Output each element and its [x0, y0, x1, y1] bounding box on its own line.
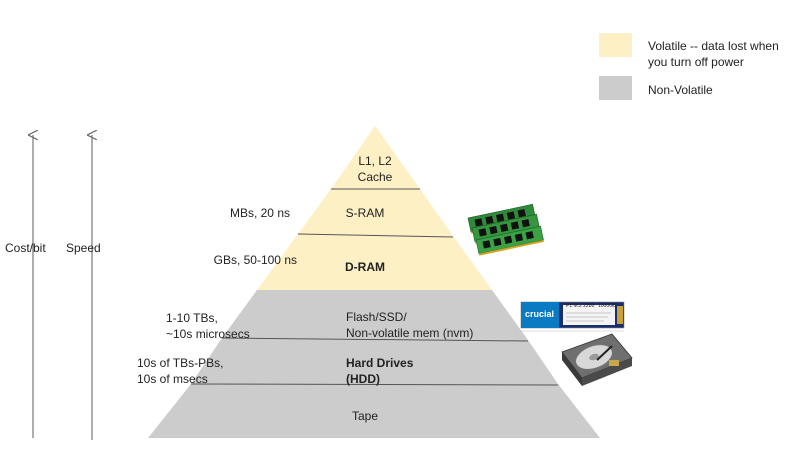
tier-label-hdd: Hard Drives (HDD) [346, 356, 414, 386]
speed-axis-label: Speed [66, 241, 101, 255]
tier-label-cache: L1, L2 Cache [357, 154, 393, 184]
legend-label-nonvolatile: Non-Volatile [648, 83, 713, 97]
tier-label-flash: Flash/SSD/ Non-volatile mem (nvm) [346, 310, 474, 340]
divider [297, 233, 454, 238]
hard-drive-icon [561, 333, 633, 386]
tier-flash [222, 290, 528, 340]
spec-hdd: 10s of TBs-PBs, 10s of msecs [137, 356, 224, 386]
tier-sram [298, 189, 453, 236]
tier-dram [257, 234, 492, 290]
tier-label-sram: S-RAM [345, 206, 385, 220]
ssd-capacity-text: 1000GB [598, 303, 617, 309]
ssd-drive-icon [520, 301, 625, 332]
tier-label-tape: Tape [351, 409, 379, 423]
spec-dram: GBs, 50-100 ns [213, 253, 297, 267]
divider [221, 337, 529, 342]
spec-flash: 1-10 TBs, ~10s microsecs [166, 311, 250, 341]
cost-axis-label: Cost/bit [5, 241, 46, 255]
legend-swatch-nonvolatile [599, 76, 632, 100]
tier-hdd [191, 338, 558, 384]
ssd-brand-text: crucial [525, 309, 555, 319]
ssd-model-text: P1 M.2 2280 [566, 303, 595, 309]
divider [190, 383, 559, 386]
legend-swatch-volatile [599, 33, 632, 57]
spec-sram: MBs, 20 ns [229, 206, 290, 220]
tier-tape [148, 384, 600, 438]
ram-sticks-icon [467, 203, 544, 256]
legend-label-volatile: Volatile -- data lost when you turn off … [648, 39, 779, 69]
tier-label-dram: D-RAM [345, 260, 385, 274]
tier-cache [331, 126, 420, 189]
